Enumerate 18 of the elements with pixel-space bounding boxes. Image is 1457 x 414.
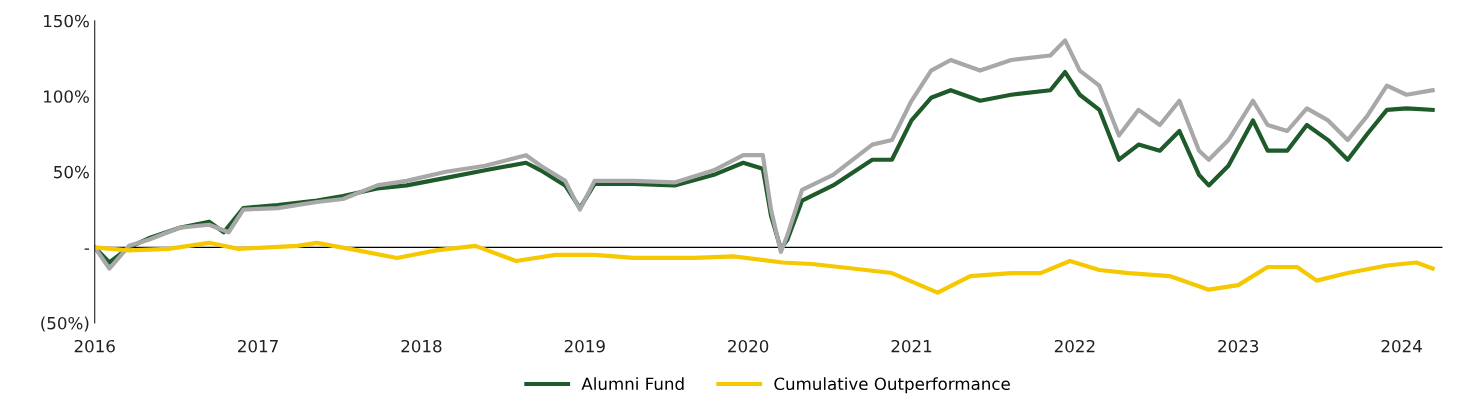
y-tick-label: 150% <box>44 14 89 28</box>
x-tick-label: 2017 <box>238 339 278 353</box>
legend-label: Cumulative Outperformance <box>774 377 1010 394</box>
x-tick-label: 2023 <box>1218 339 1259 353</box>
x-tick-label: 2016 <box>74 339 115 353</box>
y-tick-label: 50% <box>54 165 89 179</box>
x-tick-label: 2020 <box>728 339 769 353</box>
legend-label: Alumni Fund <box>581 377 684 391</box>
line-series <box>94 38 1435 271</box>
x-tick-label: 2019 <box>564 339 605 353</box>
y-tick-label: 100% <box>44 90 89 103</box>
x-tick-label: 2018 <box>401 339 442 353</box>
y-tick-label: - <box>84 248 90 250</box>
line-series <box>94 240 1435 295</box>
x-tick-label: 2024 <box>1381 339 1422 353</box>
x-tick-label: 2022 <box>1054 339 1095 353</box>
x-tick-label: 2021 <box>891 339 932 353</box>
y-tick-label: (50%) <box>41 316 89 332</box>
